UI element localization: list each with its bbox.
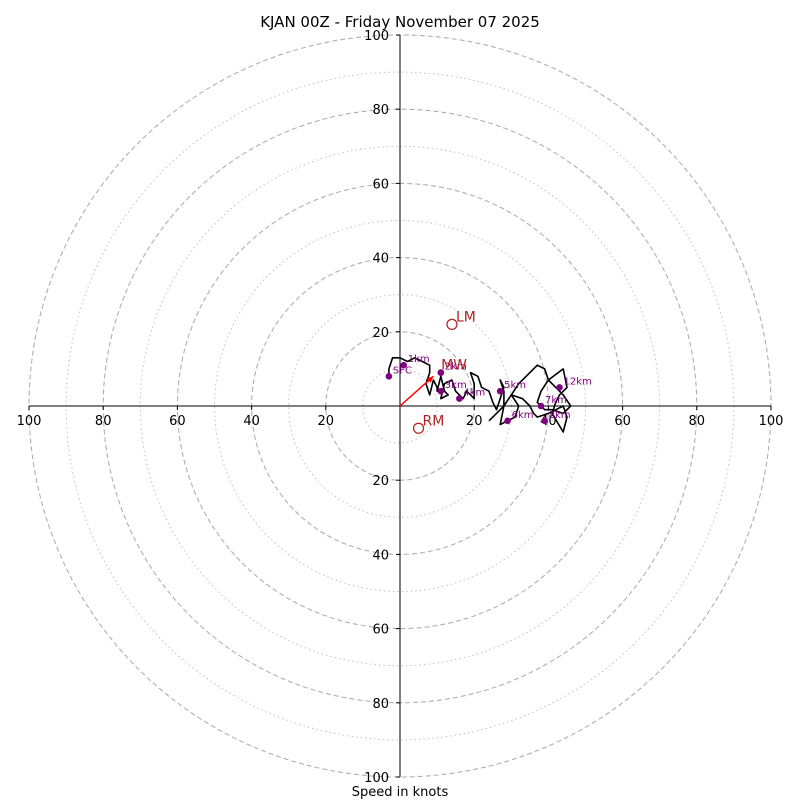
y-tick-label-neg-20: 20 [372,474,389,489]
mean-wind-vector-group [399,375,434,407]
chart-title: KJAN 00Z - Friday November 07 2025 [260,13,540,31]
y-tick-label-neg-60: 60 [372,623,389,638]
storm-motion-marker-rm [412,422,425,434]
storm-motion-label-mw: MW [441,358,467,374]
height-label-5km: 5km [504,380,526,391]
height-label-6km: 6km [512,410,534,421]
height-marker-5km [496,387,504,395]
x-tick-label-pos-60: 60 [614,414,631,429]
height-label-4km: 4km [463,388,485,399]
y-tick-label-pos-80: 80 [372,103,389,118]
y-tick-label-pos-40: 40 [372,252,389,267]
height-label-3km: 3km [445,380,467,391]
height-label-sfc: SFC [393,365,412,376]
height-marker-1km [400,361,408,369]
height-marker-sfc [385,373,393,380]
height-marker-12km [556,384,563,391]
height-label-7km: 7km [545,395,567,406]
x-tick-label-neg-60: 60 [169,414,186,429]
height-label-12km: 12km [564,376,592,387]
height-marker-2km [437,369,445,376]
x-tick-label-neg-40: 40 [243,414,260,429]
height-label-8km: 8km [549,410,571,421]
height-marker-4km [456,395,463,402]
y-tick-label-neg-80: 80 [372,697,389,712]
height-marker-6km [504,417,511,425]
height-label-1km: 1km [408,354,430,365]
y-tick-label-pos-60: 60 [372,177,389,192]
x-tick-label-pos-20: 20 [466,414,483,429]
storm-motion-marker-lm [446,318,458,330]
hodograph-trace [388,356,572,433]
x-tick-label-pos-80: 80 [689,414,706,429]
height-label-2km: 2km [445,362,467,373]
x-tick-label-neg-80: 80 [95,414,112,429]
storm-motion-markers: LM RM MW [412,309,476,434]
hodograph-trace-group [388,356,572,433]
y-tick-label-neg-100: 100 [364,771,389,786]
x-axis-label: Speed in knots [352,785,449,800]
x-tick-label-neg-100: 100 [17,414,42,429]
storm-motion-label-rm: RM [423,413,445,429]
mean-wind-vector [399,375,434,407]
x-tick-label-pos-100: 100 [759,414,784,429]
y-tick-label-pos-20: 20 [372,326,389,341]
height-marker-7km [537,402,545,410]
storm-motion-label-lm: LM [456,309,476,325]
y-tick-label-neg-40: 40 [372,548,389,563]
x-tick-label-neg-20: 20 [318,414,335,429]
mean-wind-arrowhead [426,376,434,383]
height-marker-8km [541,417,548,425]
y-tick-label-pos-100: 100 [364,29,389,44]
height-marker-3km [437,387,445,395]
